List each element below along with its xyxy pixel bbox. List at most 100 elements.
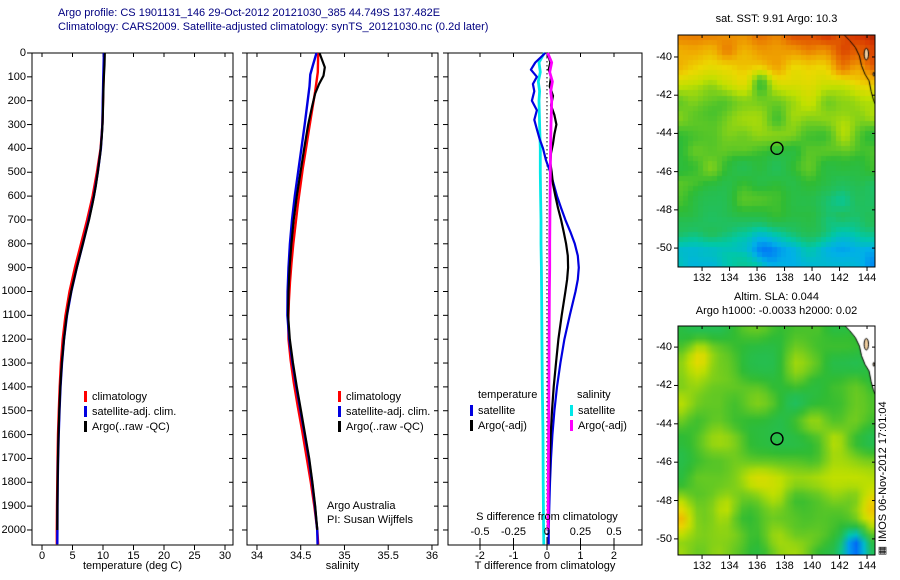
legend-marker bbox=[84, 406, 87, 417]
legend-label: Argo(..raw -QC) bbox=[346, 420, 424, 433]
s-tick-label: 0.5 bbox=[606, 526, 622, 538]
map-x-tick-label: 134 bbox=[720, 272, 739, 284]
x-tick-label: -1 bbox=[508, 550, 519, 562]
imos-logo-icon: ▦ bbox=[877, 545, 888, 556]
legend-group-header: temperature bbox=[478, 389, 538, 401]
map-x-tick-label: 142 bbox=[830, 272, 849, 284]
sst-map-image bbox=[678, 35, 875, 267]
map-y-tick-label: -46 bbox=[656, 165, 672, 178]
x-tick-label: 35 bbox=[338, 550, 351, 562]
depth-tick-label: 1000 bbox=[1, 285, 26, 298]
temperature-axis-label: temperature (deg C) bbox=[82, 560, 183, 572]
depth-tick-label: 1500 bbox=[1, 404, 26, 417]
map-y-tick-label: -40 bbox=[656, 341, 672, 354]
x-tick-label: 1 bbox=[577, 550, 584, 562]
sla-map-image bbox=[678, 326, 875, 555]
depth-tick-label: 1700 bbox=[1, 452, 26, 465]
s-tick-label: 0 bbox=[543, 526, 551, 538]
legend-item: Argo(-adj) bbox=[570, 419, 627, 432]
argo-australia-note: Argo Australia bbox=[327, 500, 396, 512]
map-x-tick-label: 142 bbox=[830, 560, 849, 572]
legend-label: climatology bbox=[92, 390, 148, 403]
x-tick-label: 35.5 bbox=[377, 550, 399, 562]
depth-tick-label: 600 bbox=[7, 190, 26, 203]
legend-marker bbox=[470, 405, 473, 416]
t-difference-axis-label: T difference from climatology bbox=[474, 560, 616, 572]
legend-label: climatology bbox=[346, 390, 402, 403]
legend-item: Argo(-adj) bbox=[470, 419, 527, 432]
map-x-tick-label: 136 bbox=[747, 560, 767, 572]
depth-tick-label: 2000 bbox=[1, 523, 26, 536]
depth-tick-label: 1600 bbox=[1, 428, 26, 441]
legend-label: satellite bbox=[478, 404, 516, 417]
x-tick-label: 34 bbox=[250, 550, 264, 562]
depth-tick-label: 900 bbox=[7, 261, 26, 274]
credit-text: IMOS 06-Nov-2012 17:01:04 bbox=[877, 401, 889, 542]
map-y-tick-label: -40 bbox=[656, 50, 672, 63]
depth-tick-label: 700 bbox=[7, 213, 26, 226]
figure-title: Argo profile: CS 1901131_146 29-Oct-2012… bbox=[58, 6, 488, 34]
x-tick-label: 15 bbox=[127, 550, 140, 562]
map-x-tick-label: 140 bbox=[802, 272, 822, 284]
map-x-tick-label: 138 bbox=[775, 272, 794, 284]
legend-marker bbox=[570, 420, 573, 431]
sst-map-title: sat. SST: 9.91 Argo: 10.3 bbox=[715, 13, 838, 25]
legend-group-header: salinity bbox=[577, 389, 611, 401]
figure-title-line2: Climatology: CARS2009. Satellite-adjuste… bbox=[58, 21, 489, 33]
legend-label: Argo(..raw -QC) bbox=[92, 420, 170, 433]
map-y-tick-label: -44 bbox=[656, 417, 672, 430]
depth-tick-label: 400 bbox=[7, 142, 26, 155]
map-y-tick-label: -50 bbox=[656, 242, 672, 255]
depth-tick-label: 1900 bbox=[1, 500, 26, 513]
depth-tick-label: 1300 bbox=[1, 357, 26, 370]
x-tick-label: 10 bbox=[96, 550, 110, 562]
depth-tick-label: 0 bbox=[19, 47, 26, 59]
legend-item: Argo(..raw -QC) bbox=[84, 420, 170, 433]
map-y-tick-label: -50 bbox=[656, 532, 672, 545]
legend-item: satellite-adj. clim. bbox=[84, 405, 176, 418]
map-y-tick-label: -42 bbox=[656, 379, 672, 392]
sla-map-title: Altim. SLA: 0.044 bbox=[734, 291, 819, 303]
depth-tick-label: 100 bbox=[7, 70, 26, 83]
legend-marker bbox=[338, 406, 341, 417]
legend-item: Argo(..raw -QC) bbox=[338, 420, 424, 433]
legend-label: Argo(-adj) bbox=[478, 419, 527, 432]
s-difference-axis-label: S difference from climatology bbox=[476, 511, 618, 523]
s-tick-label: 0.25 bbox=[569, 526, 592, 538]
salinity-axis-label: salinity bbox=[325, 560, 360, 572]
legend-marker bbox=[570, 405, 573, 416]
map-y-tick-label: -48 bbox=[656, 203, 672, 216]
map-x-tick-label: 144 bbox=[857, 560, 877, 572]
pi-note: PI: Susan Wijffels bbox=[327, 514, 413, 526]
legend-marker bbox=[84, 421, 87, 432]
x-tick-label: 0 bbox=[38, 550, 46, 562]
legend-item: climatology bbox=[338, 390, 401, 403]
map-y-tick-label: -46 bbox=[656, 456, 672, 469]
legend-label: satellite-adj. clim. bbox=[92, 405, 177, 418]
map-x-tick-label: 138 bbox=[775, 560, 794, 572]
sla-map-subtitle: Argo h1000: -0.0033 h2000: 0.02 bbox=[695, 305, 858, 317]
imos-credit: ▦ IMOS 06-Nov-2012 17:01:04 bbox=[877, 288, 889, 556]
legend-label: satellite-adj. clim. bbox=[346, 405, 431, 418]
legend-marker bbox=[470, 420, 473, 431]
map-x-tick-label: 132 bbox=[692, 560, 712, 572]
depth-tick-label: 1800 bbox=[1, 476, 26, 489]
legend-marker bbox=[338, 421, 341, 432]
legend-item: climatology bbox=[84, 390, 147, 403]
legend-item: satellite bbox=[570, 404, 615, 417]
legend-label: satellite bbox=[578, 404, 616, 417]
figure-title-line1: Argo profile: CS 1901131_146 29-Oct-2012… bbox=[58, 7, 441, 19]
s-tick-label: -0.5 bbox=[470, 526, 490, 538]
x-tick-label: -2 bbox=[475, 550, 485, 562]
x-tick-label: 34.5 bbox=[290, 550, 312, 562]
legend-item: satellite bbox=[470, 404, 515, 417]
depth-tick-label: 500 bbox=[7, 166, 26, 179]
depth-tick-label: 1400 bbox=[1, 380, 26, 393]
x-tick-label: 2 bbox=[610, 550, 618, 562]
depth-tick-label: 300 bbox=[7, 118, 26, 131]
legend-marker bbox=[84, 391, 87, 402]
map-x-tick-label: 132 bbox=[692, 272, 712, 284]
x-tick-label: 36 bbox=[425, 550, 439, 562]
map-y-tick-label: -48 bbox=[656, 494, 672, 507]
